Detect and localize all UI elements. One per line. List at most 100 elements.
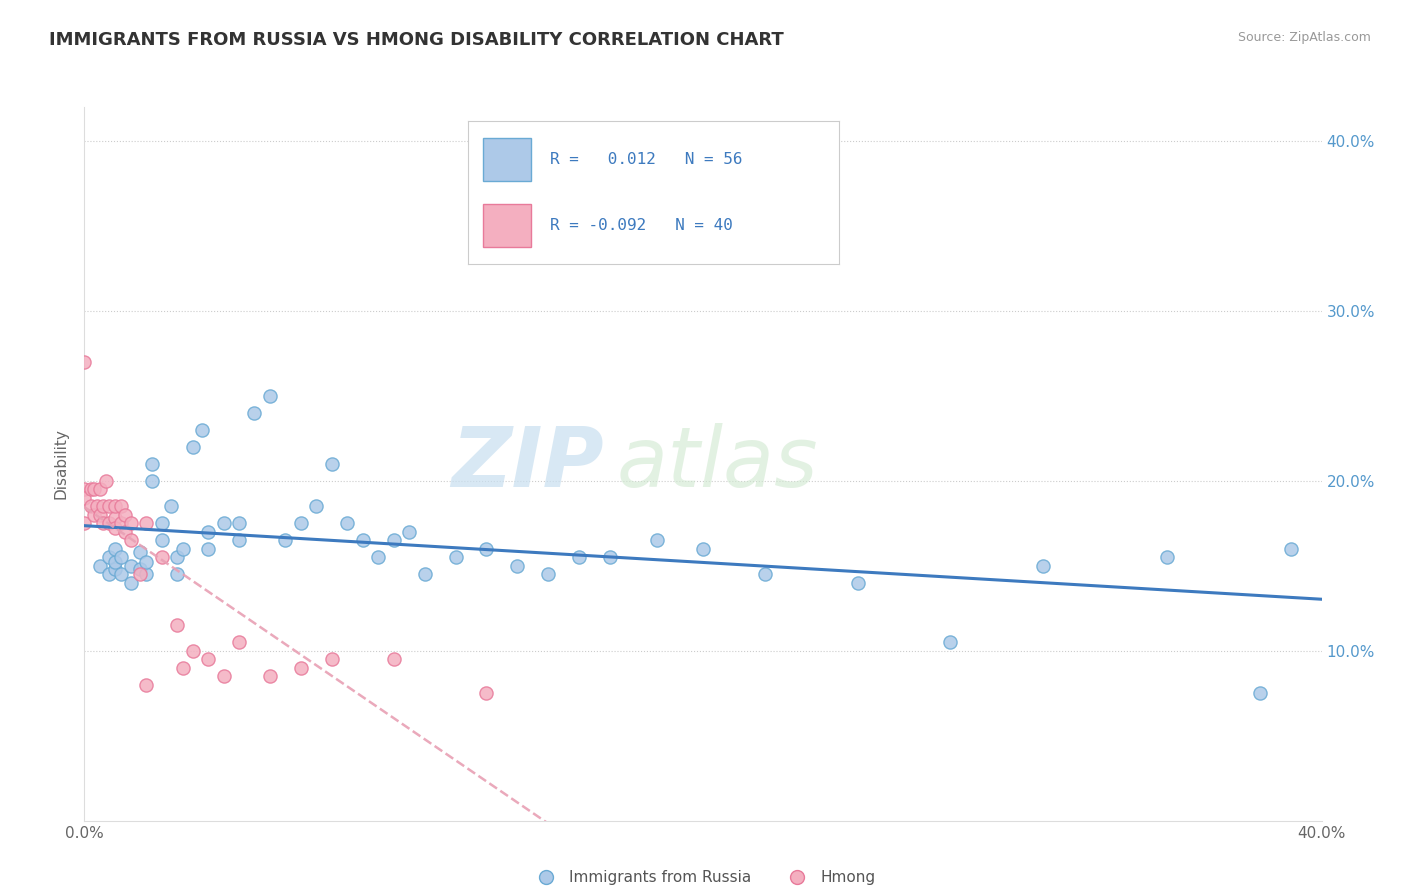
- Point: [274, 533, 297, 548]
- Point: [150, 533, 173, 548]
- Point: [382, 533, 405, 548]
- Point: [1032, 558, 1054, 573]
- Point: [83, 508, 105, 522]
- Point: [398, 524, 420, 539]
- Point: [104, 541, 127, 556]
- Point: [120, 533, 142, 548]
- Point: [172, 661, 194, 675]
- Point: [120, 516, 142, 531]
- Point: [141, 457, 163, 471]
- Point: [367, 550, 389, 565]
- Point: [160, 500, 183, 514]
- Point: [135, 567, 157, 582]
- Point: [129, 562, 152, 576]
- Point: [135, 678, 157, 692]
- Point: [129, 567, 152, 582]
- Point: [191, 423, 214, 437]
- Point: [290, 516, 312, 531]
- Point: [212, 669, 235, 683]
- Point: [197, 652, 219, 666]
- Point: [114, 508, 136, 522]
- Point: [141, 474, 163, 488]
- Text: IMMIGRANTS FROM RUSSIA VS HMONG DISABILITY CORRELATION CHART: IMMIGRANTS FROM RUSSIA VS HMONG DISABILI…: [49, 31, 785, 49]
- Point: [475, 541, 498, 556]
- Point: [91, 516, 114, 531]
- Point: [290, 661, 312, 675]
- Point: [150, 516, 173, 531]
- Point: [444, 550, 467, 565]
- Point: [321, 652, 343, 666]
- Point: [104, 555, 127, 569]
- Point: [73, 516, 96, 531]
- Point: [305, 500, 328, 514]
- Point: [506, 558, 529, 573]
- Point: [120, 558, 142, 573]
- Point: [243, 406, 266, 420]
- Point: [413, 567, 436, 582]
- Text: atlas: atlas: [616, 424, 818, 504]
- Point: [352, 533, 374, 548]
- Point: [846, 575, 869, 590]
- Point: [129, 545, 152, 559]
- Point: [475, 686, 498, 700]
- Point: [98, 500, 121, 514]
- Point: [197, 524, 219, 539]
- Point: [228, 516, 250, 531]
- Point: [104, 511, 127, 525]
- Point: [110, 500, 132, 514]
- Point: [259, 389, 281, 403]
- Point: [110, 567, 132, 582]
- Point: [104, 521, 127, 535]
- Point: [321, 457, 343, 471]
- Point: [98, 567, 121, 582]
- Point: [599, 550, 621, 565]
- Point: [568, 550, 591, 565]
- Point: [197, 541, 219, 556]
- Point: [73, 491, 96, 505]
- Point: [91, 500, 114, 514]
- Point: [537, 567, 560, 582]
- Point: [86, 500, 108, 514]
- Point: [166, 550, 188, 565]
- Point: [939, 635, 962, 649]
- Point: [181, 644, 204, 658]
- Point: [94, 474, 117, 488]
- Point: [1279, 541, 1302, 556]
- Point: [228, 533, 250, 548]
- Point: [89, 508, 111, 522]
- Point: [73, 355, 96, 369]
- Point: [98, 516, 121, 531]
- Point: [150, 550, 173, 565]
- Point: [228, 635, 250, 649]
- Text: ZIP: ZIP: [451, 424, 605, 504]
- Point: [259, 669, 281, 683]
- Y-axis label: Disability: Disability: [53, 428, 69, 500]
- Point: [110, 550, 132, 565]
- Point: [73, 483, 96, 497]
- Point: [166, 567, 188, 582]
- Point: [110, 516, 132, 531]
- Point: [1156, 550, 1178, 565]
- Point: [135, 516, 157, 531]
- Point: [98, 550, 121, 565]
- Point: [166, 618, 188, 632]
- Point: [89, 558, 111, 573]
- Point: [212, 516, 235, 531]
- Point: [104, 500, 127, 514]
- Point: [83, 483, 105, 497]
- Point: [79, 483, 101, 497]
- Point: [692, 541, 714, 556]
- Point: [645, 533, 668, 548]
- Point: [79, 500, 101, 514]
- Text: Source: ZipAtlas.com: Source: ZipAtlas.com: [1237, 31, 1371, 45]
- Point: [135, 555, 157, 569]
- Legend: Immigrants from Russia, Hmong: Immigrants from Russia, Hmong: [524, 864, 882, 891]
- Point: [754, 567, 776, 582]
- Point: [1249, 686, 1271, 700]
- Point: [172, 541, 194, 556]
- Point: [120, 575, 142, 590]
- Point: [114, 524, 136, 539]
- Point: [181, 440, 204, 454]
- Point: [382, 652, 405, 666]
- Point: [336, 516, 359, 531]
